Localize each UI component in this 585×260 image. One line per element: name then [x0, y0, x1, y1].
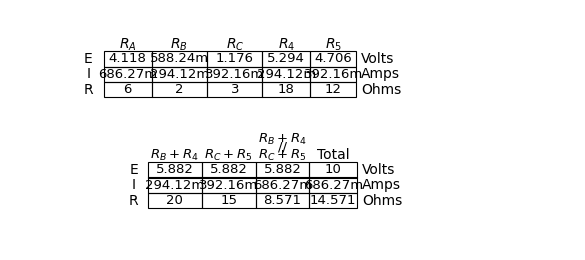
Text: Amps: Amps: [361, 67, 400, 81]
Bar: [152, 51, 207, 67]
Bar: [202, 162, 256, 178]
Bar: [256, 162, 309, 178]
Text: 5.294: 5.294: [267, 53, 305, 66]
Text: 1.176: 1.176: [216, 53, 254, 66]
Bar: [202, 178, 256, 193]
Bar: [207, 67, 263, 82]
Text: 2: 2: [175, 83, 184, 96]
Text: 294.12m: 294.12m: [145, 179, 204, 192]
Text: 686.27m: 686.27m: [253, 179, 312, 192]
Text: 14.571: 14.571: [310, 194, 357, 207]
Text: Volts: Volts: [362, 163, 395, 177]
Text: R: R: [84, 83, 93, 97]
Text: E: E: [129, 163, 138, 177]
Bar: [310, 51, 356, 67]
Text: 5.882: 5.882: [156, 163, 194, 176]
Bar: [207, 51, 263, 67]
Text: 4.118: 4.118: [109, 53, 147, 66]
Bar: [148, 193, 202, 208]
Bar: [309, 162, 357, 178]
Text: 392.16m: 392.16m: [205, 68, 264, 81]
Text: $R_B$: $R_B$: [170, 37, 188, 53]
Text: 294.12m: 294.12m: [257, 68, 316, 81]
Text: 392.16m: 392.16m: [199, 179, 258, 192]
Text: $R_A$: $R_A$: [119, 37, 136, 53]
Bar: [309, 178, 357, 193]
Bar: [263, 82, 310, 98]
Bar: [104, 67, 152, 82]
Bar: [152, 67, 207, 82]
Text: Ohms: Ohms: [362, 194, 402, 207]
Text: 686.27m: 686.27m: [304, 179, 363, 192]
Bar: [202, 193, 256, 208]
Text: I: I: [132, 178, 136, 192]
Text: 8.571: 8.571: [263, 194, 301, 207]
Text: 15: 15: [220, 194, 237, 207]
Text: Volts: Volts: [361, 52, 394, 66]
Text: 20: 20: [166, 194, 183, 207]
Text: $R_C + R_5$: $R_C + R_5$: [204, 148, 253, 163]
Text: $R_4$: $R_4$: [278, 37, 295, 53]
Text: //: //: [278, 140, 287, 153]
Text: 5.882: 5.882: [264, 163, 301, 176]
Text: E: E: [84, 52, 93, 66]
Bar: [104, 82, 152, 98]
Text: 6: 6: [123, 83, 132, 96]
Text: Ohms: Ohms: [361, 83, 401, 97]
Text: 4.706: 4.706: [314, 53, 352, 66]
Bar: [207, 82, 263, 98]
Text: $R_C + R_5$: $R_C + R_5$: [258, 148, 307, 163]
Bar: [104, 51, 152, 67]
Bar: [152, 82, 207, 98]
Text: I: I: [87, 67, 91, 81]
Text: $R_5$: $R_5$: [325, 37, 342, 53]
Text: 18: 18: [278, 83, 295, 96]
Bar: [148, 178, 202, 193]
Bar: [263, 51, 310, 67]
Text: Total: Total: [317, 148, 350, 162]
Bar: [256, 178, 309, 193]
Text: 686.27m: 686.27m: [98, 68, 157, 81]
Text: 12: 12: [325, 83, 342, 96]
Text: Amps: Amps: [362, 178, 401, 192]
Text: 392.16m: 392.16m: [304, 68, 363, 81]
Bar: [256, 193, 309, 208]
Bar: [309, 193, 357, 208]
Text: $R_B + R_4$: $R_B + R_4$: [258, 132, 307, 147]
Text: 294.12m: 294.12m: [150, 68, 209, 81]
Bar: [310, 82, 356, 98]
Bar: [263, 67, 310, 82]
Text: $R_C$: $R_C$: [226, 37, 244, 53]
Text: 5.882: 5.882: [209, 163, 247, 176]
Text: 588.24m: 588.24m: [150, 53, 209, 66]
Text: R: R: [129, 194, 139, 207]
Text: 3: 3: [230, 83, 239, 96]
Bar: [310, 67, 356, 82]
Text: 10: 10: [325, 163, 342, 176]
Bar: [148, 162, 202, 178]
Text: $R_B + R_4$: $R_B + R_4$: [150, 148, 199, 163]
